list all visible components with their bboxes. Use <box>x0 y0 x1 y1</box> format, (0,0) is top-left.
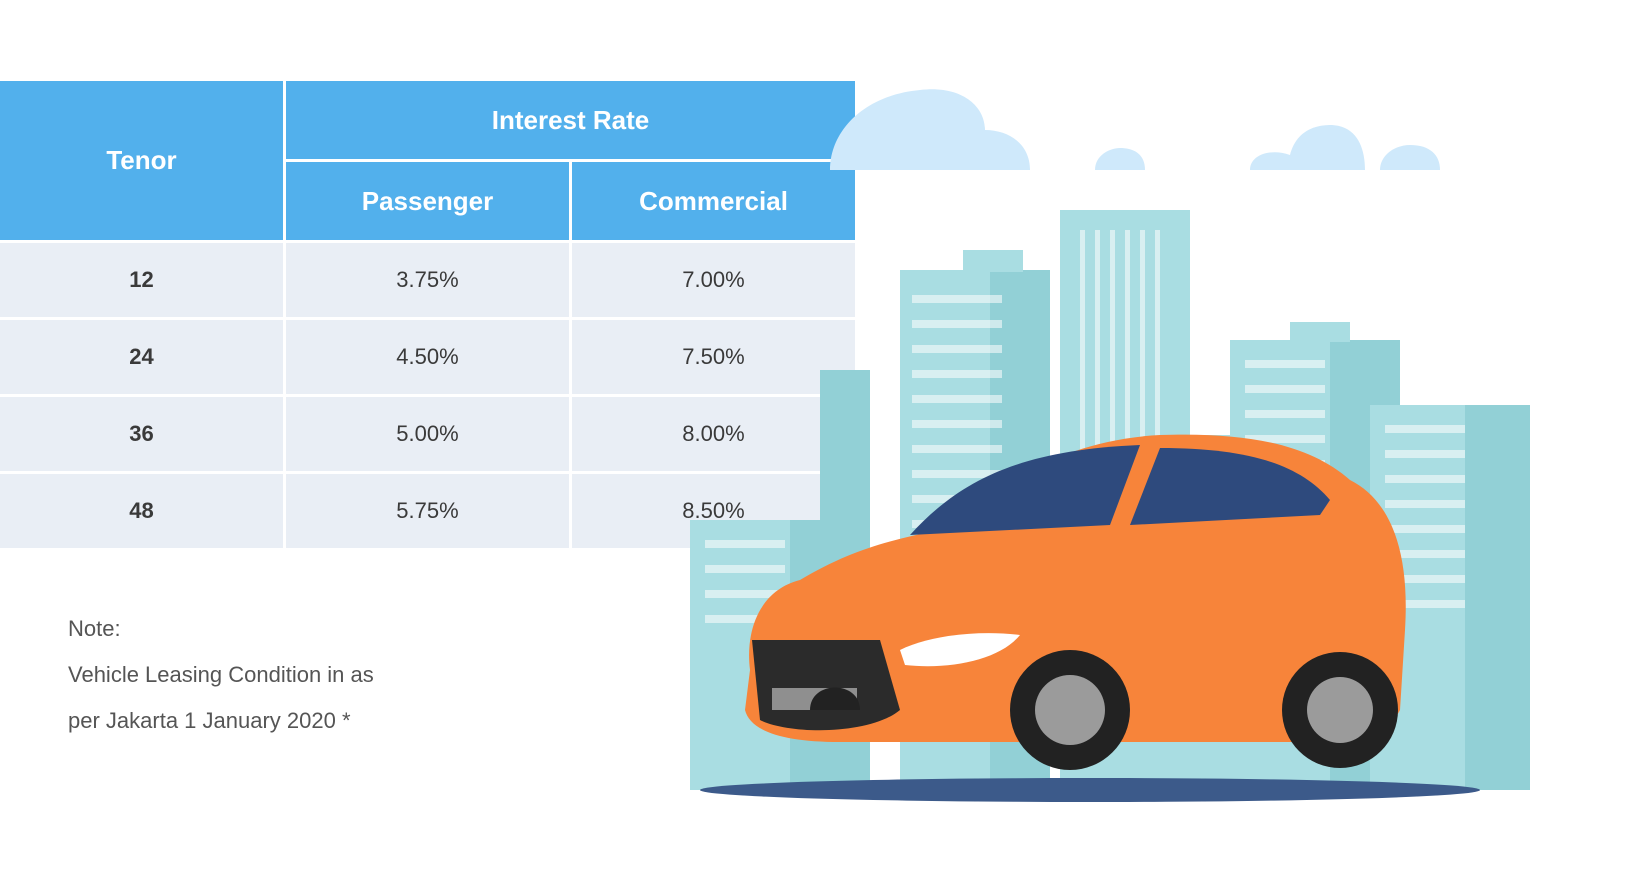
cell-commercial-rate: 7.00% <box>572 243 855 317</box>
cell-passenger-rate: 4.50% <box>286 320 569 394</box>
cell-tenor: 12 <box>0 243 283 317</box>
cell-tenor: 48 <box>0 474 283 548</box>
interest-rate-table: Tenor Interest Rate Passenger Commercial… <box>0 78 858 551</box>
table-row: 36 5.00% 8.00% <box>0 397 855 471</box>
table-row: 24 4.50% 7.50% <box>0 320 855 394</box>
header-tenor: Tenor <box>0 81 283 240</box>
cell-tenor: 36 <box>0 397 283 471</box>
note-block: Note: Vehicle Leasing Condition in as pe… <box>68 606 374 744</box>
header-passenger: Passenger <box>286 162 569 240</box>
cell-commercial-rate: 8.00% <box>572 397 855 471</box>
cell-commercial-rate: 7.50% <box>572 320 855 394</box>
cell-passenger-rate: 5.00% <box>286 397 569 471</box>
header-interest-rate: Interest Rate <box>286 81 855 159</box>
note-line-1: Vehicle Leasing Condition in as <box>68 662 374 687</box>
car-icon <box>745 434 1406 770</box>
cell-passenger-rate: 5.75% <box>286 474 569 548</box>
note-label: Note: <box>68 616 121 641</box>
table-row: 12 3.75% 7.00% <box>0 243 855 317</box>
cell-passenger-rate: 3.75% <box>286 243 569 317</box>
cloud-icon <box>830 89 1440 170</box>
car-city-illustration <box>690 89 1530 802</box>
note-line-2: per Jakarta 1 January 2020 * <box>68 708 351 733</box>
header-commercial: Commercial <box>572 162 855 240</box>
shadow-icon <box>700 778 1480 802</box>
cell-tenor: 24 <box>0 320 283 394</box>
